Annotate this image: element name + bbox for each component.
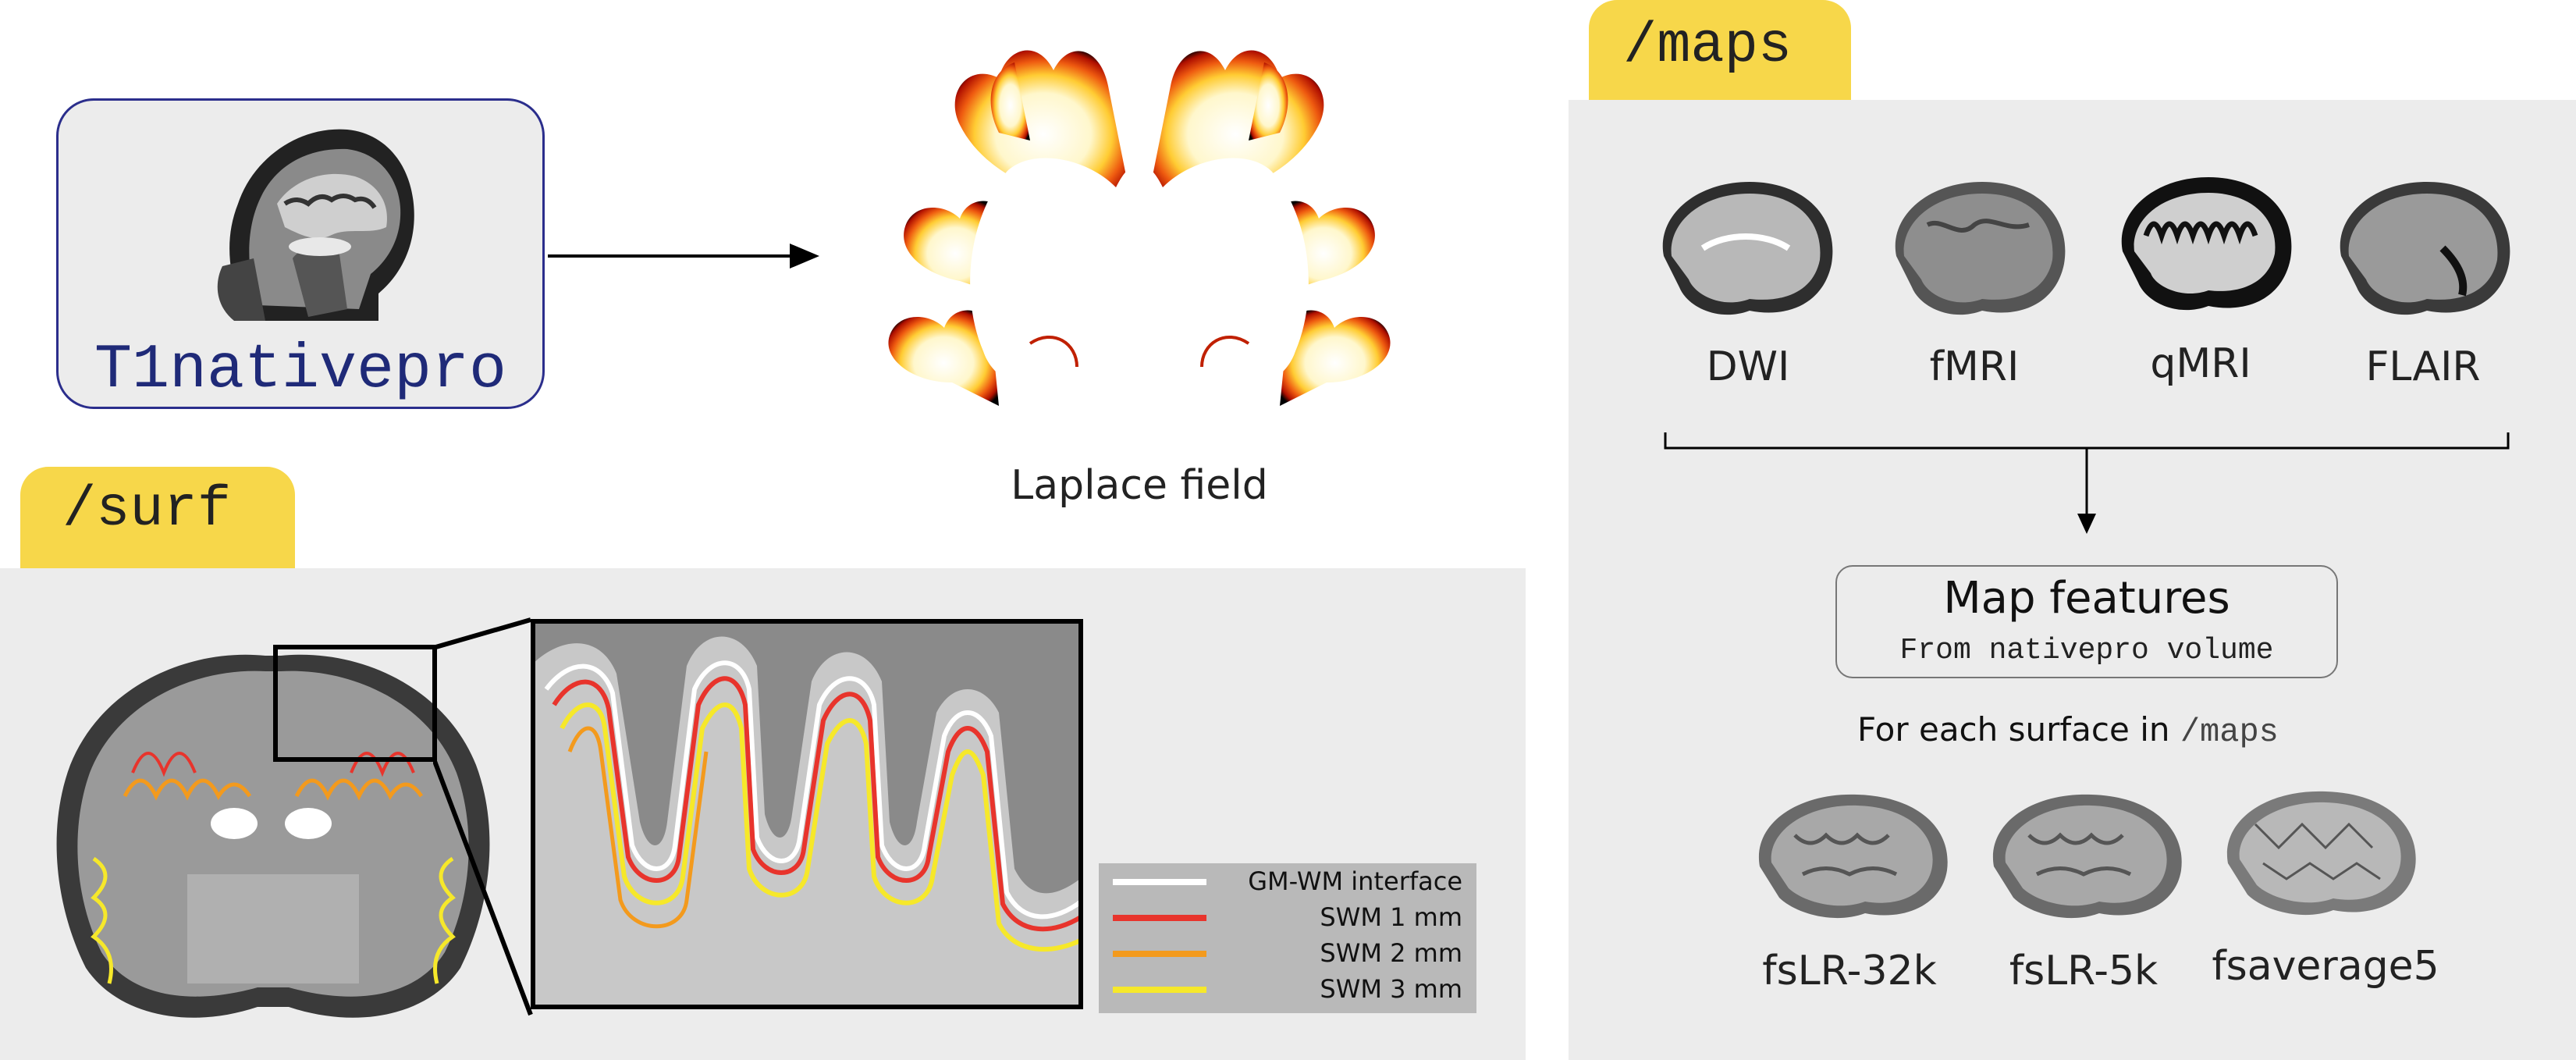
maps-tab xyxy=(1589,0,1851,101)
t1-nativepro-label: T1nativepro xyxy=(94,335,507,406)
laplace-field-label: Laplace field xyxy=(1011,462,1268,509)
laplace-field-image xyxy=(888,50,1391,406)
legend-swatch-swm1 xyxy=(1113,915,1206,921)
zoomed-cortex-image xyxy=(531,619,1083,1009)
zoom-region-box xyxy=(273,645,437,762)
arrow-right-icon xyxy=(548,244,819,269)
legend-item: SWM 2 mm xyxy=(1099,935,1476,971)
maps-tab-label: /maps xyxy=(1623,14,1793,78)
zoom-panel-frame xyxy=(531,619,1083,1009)
fmri-brain-image xyxy=(1895,182,2066,315)
zoom-connector-lines xyxy=(433,617,533,1016)
fslr-32k-surface-image xyxy=(1758,794,1948,919)
legend-label: SWM 3 mm xyxy=(1320,974,1462,1004)
for-each-path: /maps xyxy=(2180,713,2279,751)
legend-label: SWM 1 mm xyxy=(1320,902,1462,932)
sagittal-mri-image xyxy=(191,110,417,336)
map-features-box: Map features From nativepro volume xyxy=(1835,565,2338,678)
surface-label-fsaverage5: fsaverage5 xyxy=(2212,943,2439,990)
legend-swatch-swm2 xyxy=(1113,951,1206,957)
dwi-brain-image xyxy=(1662,182,1833,315)
for-each-surface-text: For each surface in /maps xyxy=(1857,710,2279,751)
legend-label: SWM 2 mm xyxy=(1320,938,1462,968)
t1-nativepro-box: T1nativepro xyxy=(56,98,545,409)
map-features-subtitle: From nativepro volume xyxy=(1899,634,2274,667)
modality-label-qmri: qMRI xyxy=(2150,340,2251,387)
surf-tab-label: /surf xyxy=(62,478,232,542)
legend-swatch-gm-wm xyxy=(1113,879,1206,885)
fslr-5k-surface-image xyxy=(1992,794,2182,919)
qmri-brain-image xyxy=(2121,177,2292,311)
legend-label: GM-WM interface xyxy=(1248,866,1462,896)
surf-tab xyxy=(20,467,295,568)
legend-item: SWM 3 mm xyxy=(1099,971,1476,1007)
legend-item: SWM 1 mm xyxy=(1099,899,1476,935)
surface-legend: GM-WM interface SWM 1 mm SWM 2 mm SWM 3 … xyxy=(1099,863,1476,1013)
flair-brain-image xyxy=(2340,182,2510,315)
surface-label-fslr-5k: fsLR-5k xyxy=(2009,948,2159,994)
modality-label-fmri: fMRI xyxy=(1929,343,2020,390)
legend-item: GM-WM interface xyxy=(1099,863,1476,899)
fsaverage5-surface-image xyxy=(2226,791,2416,916)
for-each-prefix: For each surface in xyxy=(1857,710,2170,749)
bracket-arrow-down-icon xyxy=(1664,432,2510,534)
map-features-title: Map features xyxy=(1943,573,2230,624)
modality-label-dwi: DWI xyxy=(1706,343,1790,390)
coronal-brain-slice xyxy=(56,654,490,1018)
modality-label-flair: FLAIR xyxy=(2365,343,2481,390)
surface-label-fslr-32k: fsLR-32k xyxy=(1762,948,1937,994)
legend-swatch-swm3 xyxy=(1113,987,1206,993)
